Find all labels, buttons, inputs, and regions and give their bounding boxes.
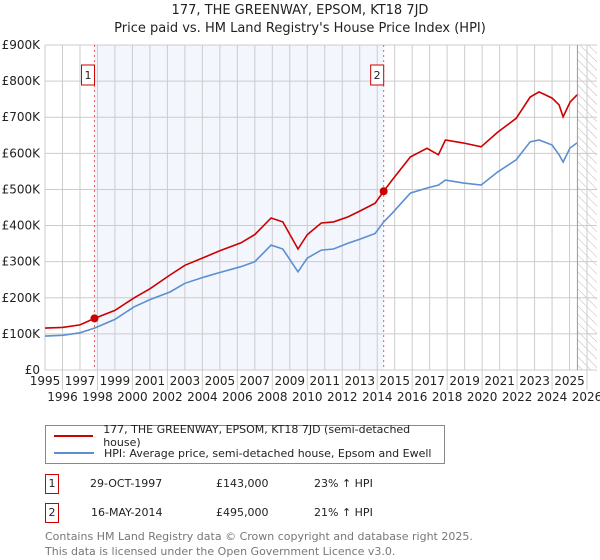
- x-tick-label: 2002: [152, 390, 183, 404]
- x-tick-label: 2000: [117, 390, 148, 404]
- x-tick-label: 2010: [292, 390, 323, 404]
- y-tick-label: £900K: [2, 38, 42, 52]
- legend-label: 177, THE GREENWAY, EPSOM, KT18 7JD (semi…: [103, 423, 411, 449]
- x-tick-label: 2007: [240, 374, 271, 388]
- x-tick-label: 2011: [309, 374, 340, 388]
- transaction-hpi: 21% ↑ HPI: [314, 506, 373, 519]
- x-tick-label: 1996: [47, 390, 78, 404]
- x-tick-label: 2012: [327, 390, 358, 404]
- hpi-line: [44, 139, 578, 337]
- x-tick-label: 2025: [554, 374, 585, 388]
- y-tick-label: £0: [25, 363, 40, 377]
- transaction-price: £495,000: [216, 506, 269, 519]
- footer-copyright: Contains HM Land Registry data © Crown c…: [45, 530, 473, 543]
- transaction-row: 2 16-MAY-2014 £495,000 21% ↑ HPI: [45, 503, 545, 523]
- y-tick-label: £200K: [2, 291, 42, 305]
- x-tick-label: 2004: [187, 390, 218, 404]
- sale-label-box: [80, 64, 95, 86]
- property-price-line: [44, 90, 578, 329]
- y-tick-label: £800K: [2, 74, 42, 88]
- legend-swatch-red: [54, 435, 94, 437]
- sale-point: [90, 314, 99, 323]
- x-tick-label: 2016: [397, 390, 428, 404]
- transaction-date: 16-MAY-2014: [91, 506, 163, 519]
- transaction-date: 29-OCT-1997: [90, 477, 163, 490]
- sale-label: 1: [84, 69, 91, 82]
- legend-item-hpi: HPI: Average price, semi-detached house,…: [54, 445, 432, 461]
- x-tick-label: 1999: [100, 374, 131, 388]
- x-tick-label: 2006: [222, 390, 253, 404]
- y-tick-label: £700K: [2, 110, 42, 124]
- x-tick-label: 2003: [170, 374, 201, 388]
- chart-title: 177, THE GREENWAY, EPSOM, KT18 7JD: [171, 3, 429, 18]
- plot-area: 1 2 1995 1996 1997 1998 1999 2000 2001 2002 2003 20…: [2, 38, 600, 404]
- legend-swatch-blue: [54, 452, 94, 454]
- x-tick-label: 1995: [30, 374, 61, 388]
- shaded-period: [94, 45, 384, 370]
- x-tick-label: 2005: [205, 374, 236, 388]
- chart-subtitle: Price paid vs. HM Land Registry's House …: [114, 21, 486, 36]
- x-tick-label: 2017: [414, 374, 445, 388]
- legend: 177, THE GREENWAY, EPSOM, KT18 7JD (semi…: [45, 423, 445, 464]
- x-tick-label: 2008: [257, 390, 288, 404]
- y-tick-label: £400K: [2, 219, 42, 233]
- y-tick-label: £300K: [2, 255, 42, 269]
- x-tick-label: 2023: [519, 374, 550, 388]
- sale-label: 2: [374, 69, 381, 82]
- y-tick-label: £500K: [2, 182, 42, 196]
- transaction-hpi: 23% ↑ HPI: [314, 477, 373, 490]
- x-tick-label: 2024: [537, 390, 568, 404]
- x-tick-label: 2009: [275, 374, 306, 388]
- x-tick-label: 1998: [82, 390, 113, 404]
- sale-point: [379, 187, 388, 196]
- x-tick-label: 1997: [65, 374, 96, 388]
- y-tick-label: £100K: [2, 327, 42, 341]
- legend-item-property: 177, THE GREENWAY, EPSOM, KT18 7JD (semi…: [54, 423, 444, 449]
- y-tick-label: £600K: [2, 146, 42, 160]
- x-tick-label: 2001: [135, 374, 166, 388]
- x-tick-label: 2014: [362, 390, 393, 404]
- x-tick-label: 2018: [432, 390, 463, 404]
- footer-licence: This data is licensed under the Open Gov…: [45, 545, 396, 558]
- x-tick-label: 2013: [344, 374, 375, 388]
- transaction-marker: 2: [45, 503, 59, 523]
- x-tick-label: 2022: [502, 390, 533, 404]
- sale-label-box: [370, 64, 385, 86]
- transaction-price: £143,000: [216, 477, 269, 490]
- legend-label: HPI: Average price, semi-detached house,…: [104, 446, 432, 460]
- transaction-row: 1 29-OCT-1997 £143,000 23% ↑ HPI: [45, 474, 545, 494]
- x-tick-label: 2019: [449, 374, 480, 388]
- x-tick-label: 2026: [572, 390, 600, 404]
- x-tick-label: 2015: [379, 374, 410, 388]
- transaction-marker: 1: [45, 474, 59, 494]
- x-tick-label: 2021: [484, 374, 515, 388]
- x-tick-label: 2020: [467, 390, 498, 404]
